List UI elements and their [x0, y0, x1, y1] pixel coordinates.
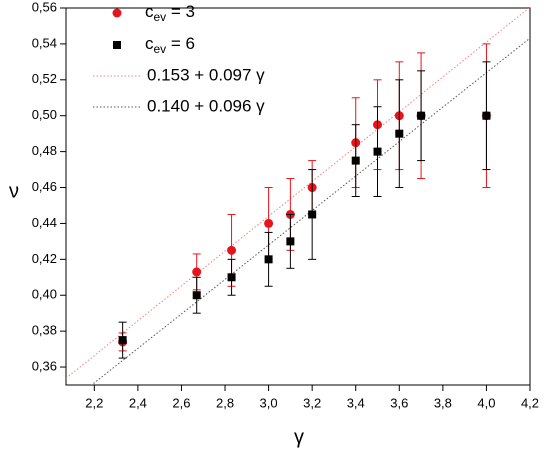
x-tick-label: 4,0	[477, 395, 495, 410]
legend-marker	[112, 8, 122, 18]
y-tick-label: 0,50	[32, 107, 57, 122]
x-tick-label: 2,8	[216, 395, 234, 410]
point	[264, 218, 274, 228]
y-axis-title: ν	[9, 180, 19, 202]
x-tick-label: 2,2	[85, 395, 103, 410]
x-tick-label: 2,4	[129, 395, 147, 410]
y-tick-label: 0,52	[32, 71, 57, 86]
y-tick-label: 0,40	[32, 287, 57, 302]
y-tick-label: 0,38	[32, 323, 57, 338]
plot-area	[66, 8, 530, 385]
point	[227, 273, 236, 282]
point	[395, 129, 404, 138]
y-tick-label: 0,48	[32, 143, 57, 158]
x-tick-label: 3,8	[434, 395, 452, 410]
point	[286, 237, 295, 246]
point	[192, 291, 201, 300]
legend-label: 0.140 + 0.096 γ	[147, 96, 265, 115]
legend-text-part: c	[145, 2, 154, 21]
x-tick-label: 3,2	[303, 395, 321, 410]
point	[373, 147, 382, 156]
y-tick-label: 0,54	[32, 35, 57, 50]
legend-text-part: = 3	[166, 2, 195, 21]
y-tick-label: 0,46	[32, 179, 57, 194]
x-tick-label: 3,0	[260, 395, 278, 410]
point	[192, 267, 202, 277]
x-tick-label: 3,4	[347, 395, 365, 410]
x-axis-title: γ	[294, 426, 304, 448]
y-tick-label: 0,44	[32, 215, 57, 230]
legend-marker	[113, 41, 121, 49]
fit-line	[90, 37, 530, 385]
point	[308, 210, 317, 219]
legend-label: cev = 6	[145, 34, 195, 56]
point	[264, 255, 273, 264]
y-tick-label: 0,42	[32, 251, 57, 266]
legend-text-part: = 6	[166, 34, 195, 53]
point	[417, 111, 426, 120]
plot-frame	[65, 7, 531, 386]
legend-text-sub: ev	[154, 42, 167, 56]
x-tick-label: 3,6	[390, 395, 408, 410]
legend-label: cev = 3	[145, 2, 195, 24]
fit-line	[66, 8, 530, 379]
x-tick-label: 4,2	[521, 395, 539, 410]
point	[351, 156, 360, 165]
y-tick-label: 0,36	[32, 358, 57, 373]
x-tick-label: 2,6	[172, 395, 190, 410]
legend-label: 0.153 + 0.097 γ	[147, 65, 265, 84]
legend-text-sub: ev	[154, 10, 167, 24]
point	[118, 336, 127, 345]
y-tick-label: 0,56	[32, 0, 57, 14]
point	[482, 111, 491, 120]
point	[227, 245, 237, 255]
legend-text-part: c	[145, 34, 154, 53]
